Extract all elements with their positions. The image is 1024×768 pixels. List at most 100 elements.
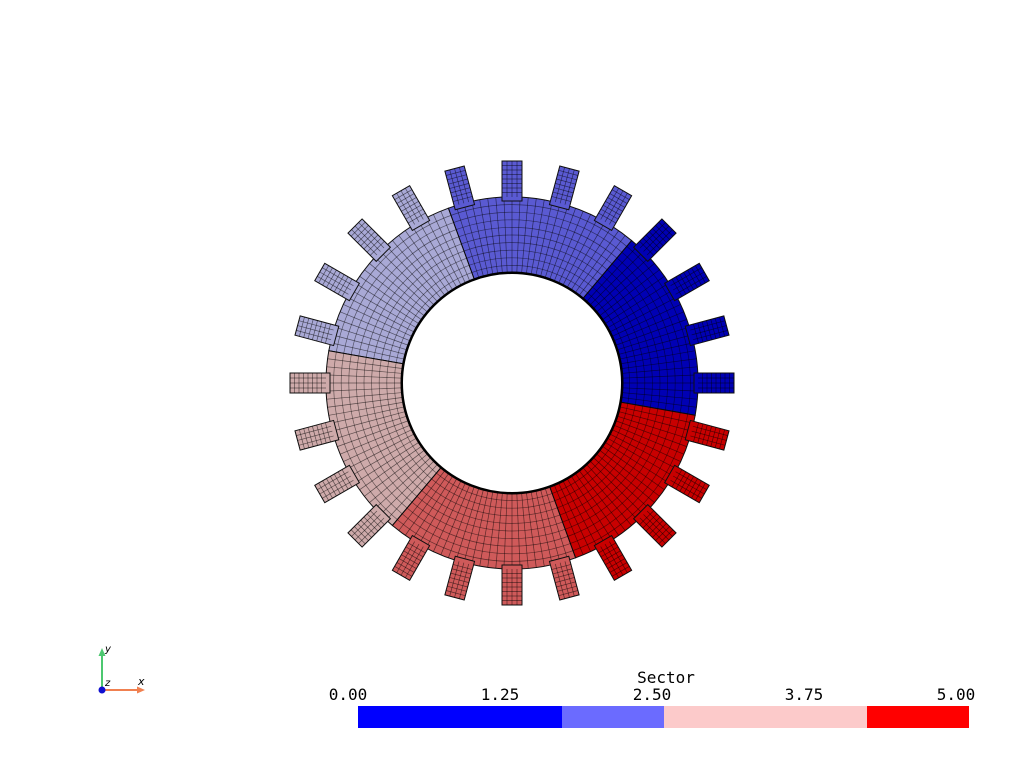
tooth-grid-line xyxy=(454,562,465,598)
tooth-grid-line xyxy=(296,425,332,436)
tooth-grid-line xyxy=(639,517,666,544)
tooth-grid-line xyxy=(643,225,670,252)
gear-tooth xyxy=(294,419,340,451)
tooth-grid-line xyxy=(317,276,349,295)
tooth-grid-line xyxy=(691,430,727,441)
tooth-grid-line xyxy=(319,475,352,495)
scalar-bar: Sector 0.00 1.25 2.50 3.75 5.00 xyxy=(310,666,1010,736)
gear-tooth xyxy=(391,185,431,232)
gear-tooth xyxy=(663,262,710,302)
tooth-grid-line xyxy=(609,541,628,573)
tooth-grid-line xyxy=(358,222,385,249)
tooth-grid-line xyxy=(322,267,354,286)
tooth-grid-line xyxy=(297,430,333,441)
x-axis-arrowhead xyxy=(137,686,145,694)
gear-tooth xyxy=(314,262,361,302)
gear-tooth xyxy=(294,315,340,347)
tooth-grid-line xyxy=(358,517,385,544)
tooth-grid-line xyxy=(405,546,424,578)
tooth-grid-line xyxy=(690,320,726,331)
gear-tooth xyxy=(693,372,735,394)
gear-tooth xyxy=(289,372,331,394)
tooth-grid-line xyxy=(354,514,381,541)
z-axis-label: z xyxy=(104,678,111,689)
tooth-grid-line xyxy=(354,225,381,252)
tooth-grid-line xyxy=(296,330,332,341)
gear-tooth xyxy=(684,315,730,347)
scalar-bar-tick: 5.00 xyxy=(936,685,976,704)
tooth-grid-line xyxy=(672,475,705,495)
gear-tooth xyxy=(347,503,392,548)
tooth-grid-line xyxy=(609,193,628,225)
tooth-grid-line xyxy=(351,229,378,256)
tooth-grid-line xyxy=(396,541,415,573)
orientation-axes: y z x xyxy=(98,644,145,694)
tooth-grid-line xyxy=(691,325,727,336)
tooth-grid-line xyxy=(692,425,728,436)
gear-tooth xyxy=(501,564,523,606)
gear-tooth xyxy=(632,218,677,263)
mesh-ring-line xyxy=(363,234,661,532)
gear-teeth xyxy=(289,160,735,606)
tooth-grid-line xyxy=(559,168,570,204)
mesh-ring-line xyxy=(333,204,691,562)
gear-tooth xyxy=(444,165,476,211)
scalar-bar-segment xyxy=(663,706,868,728)
y-axis-arrowhead xyxy=(98,648,106,656)
tooth-grid-line xyxy=(675,276,707,295)
tooth-grid-line xyxy=(405,188,424,220)
scalar-bar-segment xyxy=(561,706,664,728)
gear-tooth xyxy=(391,534,431,581)
tooth-grid-line xyxy=(449,169,460,205)
tooth-grid-line xyxy=(670,267,702,286)
scalar-bar-tick: 1.25 xyxy=(480,685,520,704)
tooth-grid-line xyxy=(459,167,470,203)
tooth-grid-line xyxy=(600,188,619,220)
inner-bore xyxy=(401,272,623,494)
y-axis-label: y xyxy=(104,644,112,655)
tooth-grid-line xyxy=(564,169,575,205)
scalar-bar-title: Sector xyxy=(637,668,695,687)
tooth-grid-line xyxy=(298,320,334,331)
mesh-ring-line xyxy=(340,211,684,555)
tooth-grid-line xyxy=(559,562,570,598)
mesh-ring-line xyxy=(378,249,646,517)
tooth-grid-line xyxy=(690,435,726,446)
tooth-grid-line xyxy=(554,563,565,599)
tooth-grid-line xyxy=(604,543,624,576)
scalar-bar-color-strip xyxy=(358,706,969,728)
tooth-grid-line xyxy=(600,546,619,578)
mesh-grid xyxy=(326,197,698,569)
bore-edge xyxy=(400,271,624,495)
tooth-grid-line xyxy=(298,435,334,446)
mesh-ring-line xyxy=(356,227,668,539)
tooth-grid-line xyxy=(639,222,666,249)
tooth-grid-line xyxy=(396,193,415,225)
tooth-grid-line xyxy=(604,190,624,223)
tooth-grid-line xyxy=(351,510,378,537)
z-axis-dot xyxy=(98,686,106,694)
tooth-grid-line xyxy=(554,167,565,203)
tooth-grid-line xyxy=(322,480,354,499)
gear-tooth xyxy=(347,218,392,263)
gear-tooth xyxy=(501,160,523,202)
tooth-grid-line xyxy=(564,561,575,597)
mesh-ring-line xyxy=(348,219,676,547)
tooth-grid-line xyxy=(643,514,670,541)
gear-tooth xyxy=(314,464,361,504)
gear-tooth xyxy=(548,555,580,601)
gear-tooth xyxy=(663,464,710,504)
tooth-grid-line xyxy=(400,190,420,223)
scalar-bar-tick: 3.75 xyxy=(784,685,824,704)
tooth-grid-line xyxy=(454,168,465,204)
scalar-bar-tick: 2.50 xyxy=(632,685,672,704)
mesh-ring-line xyxy=(394,265,630,501)
scalar-bar-tick: 0.00 xyxy=(328,685,368,704)
scalar-bar-segment xyxy=(867,706,969,728)
tooth-grid-line xyxy=(400,543,420,576)
gear-tooth xyxy=(593,534,633,581)
tooth-grid-line xyxy=(317,471,349,490)
tooth-grid-line xyxy=(692,330,728,341)
